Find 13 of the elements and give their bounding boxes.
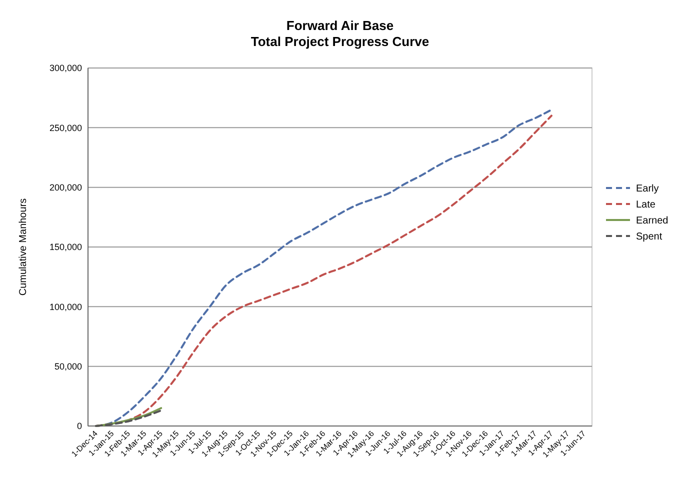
y-axis-title: Cumulative Manhours [18, 198, 29, 296]
y-tick-label: 100,000 [49, 302, 82, 312]
y-tick-label: 200,000 [49, 182, 82, 192]
y-tick-label: 50,000 [54, 361, 82, 372]
y-tick-label: 250,000 [49, 122, 82, 133]
legend-label: Early [636, 184, 659, 194]
chart-title: Forward Air Base Total Project Progress Curve [250, 18, 430, 49]
y-tick-label: 300,000 [49, 63, 82, 74]
y-tick-label: 150,000 [49, 242, 82, 252]
legend-label: Earned [636, 216, 668, 226]
legend-label: Late [636, 200, 656, 210]
legend-label: Spent [636, 232, 662, 242]
y-tick-label: 0 [76, 421, 82, 432]
